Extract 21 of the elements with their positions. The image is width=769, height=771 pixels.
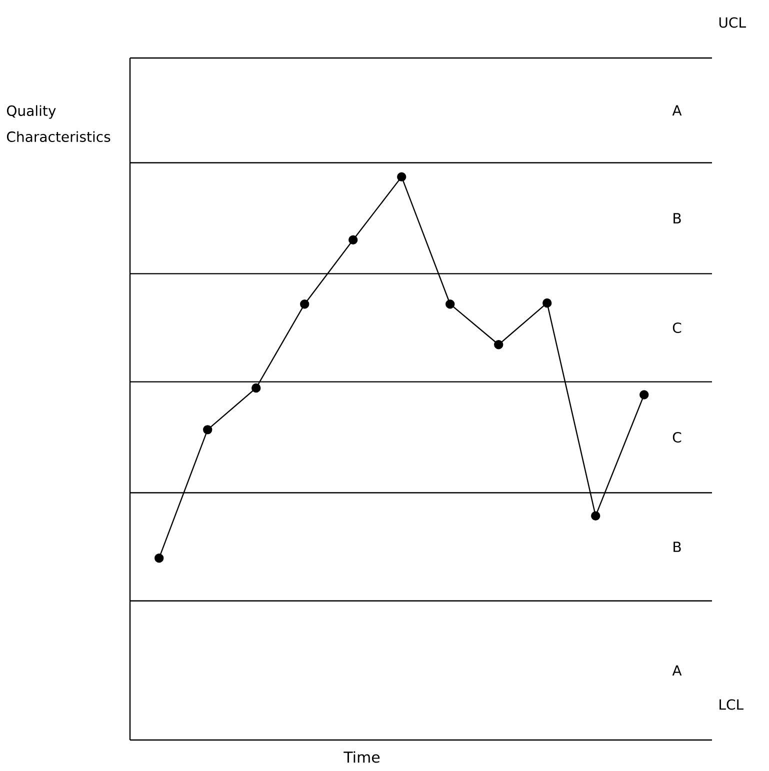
point	[542, 298, 552, 308]
point	[154, 553, 164, 563]
y-axis-title: Quality Characteristics	[6, 105, 110, 142]
annotation: C	[672, 432, 682, 443]
point	[203, 425, 212, 434]
point	[397, 172, 406, 182]
point	[446, 300, 455, 309]
ref-line-label: LCL	[720, 699, 744, 710]
annotation: A	[672, 665, 682, 676]
point	[494, 340, 504, 350]
point	[640, 390, 649, 400]
ref-line-label: UCL	[719, 17, 746, 28]
annotation: C	[672, 322, 682, 334]
annotation: B	[674, 542, 681, 552]
annotation: B	[674, 213, 681, 224]
point	[348, 235, 358, 244]
point	[591, 511, 600, 520]
point	[300, 300, 310, 309]
x-axis-title: Time	[344, 751, 380, 763]
text: A	[672, 105, 682, 116]
point	[252, 383, 261, 393]
